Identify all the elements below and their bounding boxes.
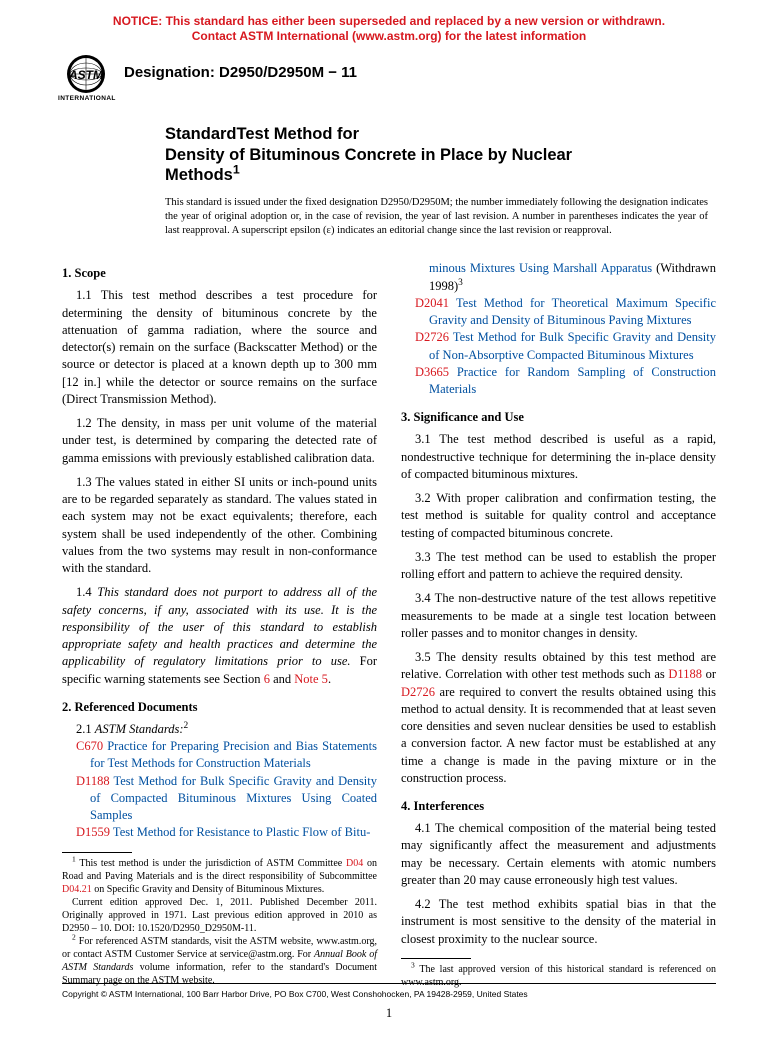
- link-d1188-inline[interactable]: D1188: [668, 667, 702, 681]
- title-line3: Methods1: [165, 165, 708, 186]
- refs-heading: 2. Referenced Documents: [62, 700, 377, 715]
- notice-line1: NOTICE: This standard has either been su…: [113, 14, 665, 28]
- link-subcommittee-d0421[interactable]: D04.21: [62, 884, 92, 895]
- ref-c670[interactable]: C670 Practice for Preparing Precision an…: [62, 738, 377, 773]
- scope-heading: 1. Scope: [62, 266, 377, 281]
- para-4-2: 4.2 The test method exhibits spatial bia…: [401, 896, 716, 948]
- para-1-4: 1.4 This standard does not purport to ad…: [62, 584, 377, 688]
- ref-d1559-start[interactable]: D1559 Test Method for Resistance to Plas…: [62, 824, 377, 841]
- para-1-2: 1.2 The density, in mass per unit volume…: [62, 415, 377, 467]
- svg-text:ASTM: ASTM: [68, 68, 104, 82]
- footnote-1-cont: Current edition approved Dec. 1, 2011. P…: [62, 896, 377, 935]
- page-number: 1: [0, 1006, 778, 1021]
- para-3-4: 3.4 The non-destructive nature of the te…: [401, 590, 716, 642]
- right-column: minous Mixtures Using Marshall Apparatus…: [401, 260, 716, 989]
- two-column-body: 1. Scope 1.1 This test method describes …: [0, 238, 778, 989]
- title-line1: StandardTest Method for: [165, 124, 708, 145]
- footnote-2: 2 For referenced ASTM standards, visit t…: [62, 935, 377, 987]
- ref-d2726[interactable]: D2726 Test Method for Bulk Specific Grav…: [401, 329, 716, 364]
- logo-label: INTERNATIONAL: [58, 95, 114, 102]
- link-d2726-inline[interactable]: D2726: [401, 685, 435, 699]
- ref-d3665[interactable]: D3665 Practice for Random Sampling of Co…: [401, 364, 716, 399]
- para-1-3: 1.3 The values stated in either SI units…: [62, 474, 377, 578]
- significance-heading: 3. Significance and Use: [401, 410, 716, 425]
- notice-line2: Contact ASTM International (www.astm.org…: [192, 29, 586, 43]
- astm-standards-label: 2.1 ASTM Standards:2: [62, 721, 377, 738]
- para-3-2: 3.2 With proper calibration and confirma…: [401, 490, 716, 542]
- designation: Designation: D2950/D2950M − 11: [124, 54, 357, 81]
- ref-d1188[interactable]: D1188 Test Method for Bulk Specific Grav…: [62, 773, 377, 825]
- copyright-line: Copyright © ASTM International, 100 Barr…: [62, 983, 716, 999]
- footnote-rule-left: [62, 852, 132, 853]
- link-committee-d04[interactable]: D04: [346, 858, 363, 869]
- footnote-1: 1 This test method is under the jurisdic…: [62, 857, 377, 896]
- para-3-3: 3.3 The test method can be used to estab…: [401, 549, 716, 584]
- ref-d1559-cont[interactable]: minous Mixtures Using Marshall Apparatus…: [401, 260, 716, 295]
- link-note-5[interactable]: Note 5: [294, 672, 328, 686]
- issuance-note: This standard is issued under the fixed …: [165, 196, 708, 239]
- ref-d2041[interactable]: D2041 Test Method for Theoretical Maximu…: [401, 295, 716, 330]
- supersession-notice: NOTICE: This standard has either been su…: [0, 0, 778, 48]
- astm-logo: ASTM INTERNATIONAL: [58, 54, 114, 102]
- interferences-heading: 4. Interferences: [401, 799, 716, 814]
- astm-logo-icon: ASTM: [60, 54, 112, 94]
- para-3-5: 3.5 The density results obtained by this…: [401, 649, 716, 787]
- title-block: StandardTest Method for Density of Bitum…: [165, 124, 708, 186]
- header-row: ASTM INTERNATIONAL Designation: D2950/D2…: [0, 48, 778, 102]
- title-line2: Density of Bituminous Concrete in Place …: [165, 145, 708, 166]
- para-4-1: 4.1 The chemical composition of the mate…: [401, 820, 716, 889]
- left-column: 1. Scope 1.1 This test method describes …: [62, 260, 377, 989]
- para-1-1: 1.1 This test method describes a test pr…: [62, 287, 377, 408]
- footnote-rule-right: [401, 958, 471, 959]
- para-3-1: 3.1 The test method described is useful …: [401, 431, 716, 483]
